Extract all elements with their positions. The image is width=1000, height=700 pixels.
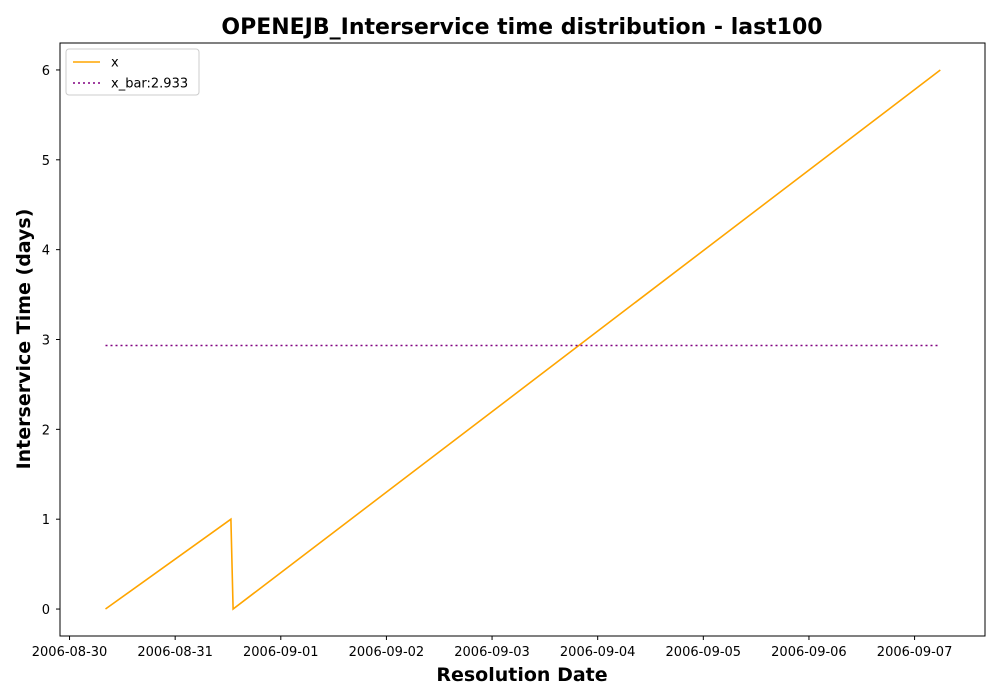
y-tick-label: 1	[42, 513, 50, 528]
y-tick-label: 4	[42, 244, 50, 259]
y-axis: 0 1 2 3 4 5 6	[42, 64, 60, 618]
chart-title: OPENEJB_Interservice time distribution -…	[221, 15, 822, 40]
x-tick-label: 2006-09-06	[771, 645, 847, 660]
series-line-x	[105, 69, 941, 611]
x-tick-label: 2006-09-01	[243, 645, 319, 660]
y-tick-label: 3	[42, 334, 50, 349]
legend-label: x	[111, 56, 119, 71]
x-axis: 2006-08-30 2006-08-31 2006-09-01 2006-09-02…	[32, 636, 953, 660]
x-tick-label: 2006-08-31	[137, 645, 213, 660]
y-tick-label: 2	[42, 423, 50, 438]
x-tick-label: 2006-08-30	[32, 645, 108, 660]
legend: x x_bar:2.933	[65, 48, 200, 96]
y-tick-label: 0	[42, 603, 50, 618]
x-tick-label: 2006-09-07	[877, 645, 953, 660]
legend-label: x_bar:2.933	[111, 77, 188, 92]
x-tick-label: 2006-09-04	[560, 645, 636, 660]
x-tick-label: 2006-09-02	[349, 645, 425, 660]
plot-area	[59, 42, 986, 637]
x-tick-label: 2006-09-03	[454, 645, 530, 660]
y-axis-label: Interservice Time (days)	[13, 209, 35, 470]
y-tick-label: 5	[42, 154, 50, 169]
series-layer	[105, 69, 941, 611]
x-axis-label: Resolution Date	[436, 664, 607, 686]
y-tick-label: 6	[42, 64, 50, 79]
x-tick-label: 2006-09-05	[666, 645, 742, 660]
